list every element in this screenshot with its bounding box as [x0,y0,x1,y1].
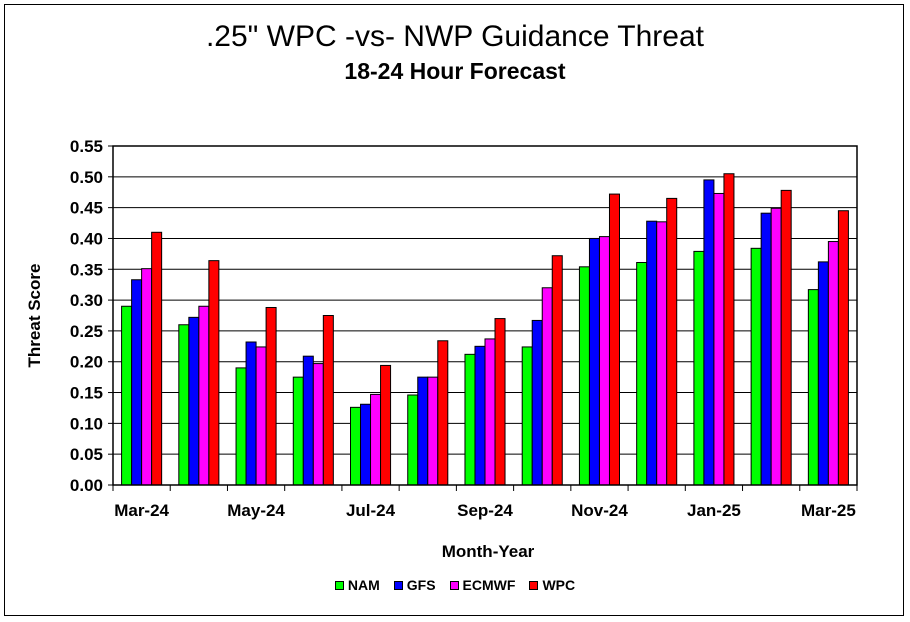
bar-wpc [723,173,735,486]
bar-nam [178,324,190,486]
bar-nam [750,247,762,486]
y-tick-label: 0.55 [70,137,103,156]
bar-gfs [531,319,543,486]
y-tick-label: 0.45 [70,199,103,218]
bar-wpc [437,340,449,486]
bar-ecmwf [427,376,439,486]
bar-nam [407,394,419,486]
chart-subtitle: 18-24 Hour Forecast [344,58,566,84]
y-tick-label: 0.20 [70,353,103,372]
legend-item-ecmwf: ECMWF [449,577,516,593]
bar-wpc [837,210,849,486]
bar-gfs [360,403,372,486]
bar-ecmwf [312,363,324,486]
bar-ecmwf [770,207,782,486]
legend-item-nam: NAM [334,577,380,593]
bar-ecmwf [598,236,610,486]
bar-gfs [302,355,314,486]
bar-nam [121,305,133,486]
bar-wpc [494,318,506,486]
legend-swatch [529,580,539,590]
bar-gfs [245,341,257,486]
bar-wpc [208,260,220,486]
bar-ecmwf [827,241,839,486]
legend-item-gfs: GFS [393,577,436,593]
y-tick-label: 0.15 [70,384,103,403]
legend-swatch [449,580,459,590]
legend-label: NAM [347,577,380,593]
bar-gfs [131,279,143,486]
bar-wpc [780,189,792,486]
bar-wpc [666,197,678,486]
bar-nam [235,367,247,486]
y-tick-label: 0.00 [70,476,103,495]
bar-wpc [265,306,277,486]
bar-gfs [760,212,772,486]
bar-wpc [151,231,163,486]
legend-label: WPC [542,577,576,593]
bar-gfs [646,220,658,486]
bar-gfs [188,316,200,486]
x-axis-label: Month-Year [442,542,535,561]
bar-gfs [703,179,715,486]
y-tick-label: 0.40 [70,229,103,248]
bar-ecmwf [541,287,553,486]
legend-label: ECMWF [462,577,516,593]
x-tick-label: Jul-24 [346,501,396,520]
bar-nam [292,376,304,486]
y-axis-label: Threat Score [25,264,44,368]
bar-gfs [588,237,600,486]
bar-nam [807,289,819,486]
bar-ecmwf [255,346,267,486]
legend-swatch [334,580,344,590]
x-tick-label: Nov-24 [571,501,628,520]
bar-wpc [608,193,620,486]
y-tick-label: 0.30 [70,291,103,310]
bar-ecmwf [198,305,210,486]
bar-nam [350,406,362,486]
x-tick-label: Jan-25 [687,501,741,520]
legend-label: GFS [406,577,436,593]
legend-swatch [393,580,403,590]
chart-title: .25" WPC -vs- NWP Guidance Threat [205,20,705,53]
bar-nam [521,346,533,486]
bar-wpc [380,364,392,486]
x-tick-label: May-24 [227,501,285,520]
bar-ecmwf [370,393,382,486]
y-tick-label: 0.10 [70,414,103,433]
plot-border [112,145,858,486]
bar-ecmwf [713,192,725,486]
bar-nam [578,266,590,486]
x-tick-label: Mar-25 [801,501,856,520]
x-tick-label: Mar-24 [114,501,169,520]
bar-gfs [417,376,429,486]
bar-nam [636,261,648,486]
legend: NAM GFS ECMWF WPC [0,577,910,593]
bar-nam [464,353,476,486]
bar-gfs [817,261,829,486]
bar-ecmwf [484,338,496,486]
y-tick-label: 0.35 [70,260,103,279]
x-tick-label: Sep-24 [457,501,513,520]
bar-wpc [551,255,563,486]
y-tick-label: 0.25 [70,322,103,341]
y-tick-label: 0.50 [70,168,103,187]
bar-nam [693,250,705,486]
bar-ecmwf [141,268,153,486]
bar-wpc [322,315,334,486]
bar-gfs [474,345,486,486]
legend-item-wpc: WPC [529,577,575,593]
bar-ecmwf [656,221,668,486]
y-tick-label: 0.05 [70,445,103,464]
